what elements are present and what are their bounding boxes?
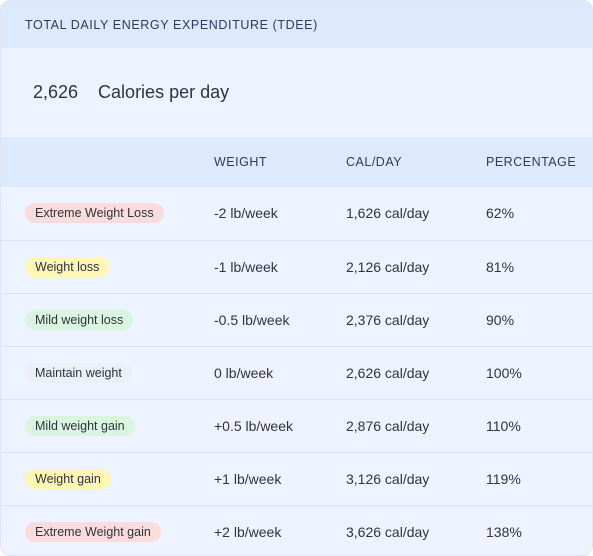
percentage-cell: 81%	[486, 258, 515, 275]
weight-cell: -0.5 lb/week	[214, 311, 290, 328]
calories-cell: 3,126 cal/day	[346, 470, 430, 487]
goal-cell: Extreme Weight Loss	[1, 187, 190, 240]
table-row: Mild weight loss -0.5 lb/week 2,376 cal/…	[1, 293, 592, 346]
table-row: Extreme Weight Loss -2 lb/week 1,626 cal…	[1, 187, 592, 240]
goal-cell: Mild weight loss	[1, 293, 190, 346]
tdee-value: 2,626	[33, 82, 79, 102]
percentage-cell: 119%	[486, 470, 521, 487]
calories-cell: 2,626 cal/day	[346, 364, 430, 381]
table-row: Maintain weight 0 lb/week 2,626 cal/day …	[1, 346, 592, 399]
goal-cell: Mild weight gain	[1, 399, 190, 452]
weight-cell: +2 lb/week	[214, 523, 282, 540]
weight-cell: +1 lb/week	[214, 470, 282, 487]
calories-cell: 3,626 cal/day	[346, 523, 430, 540]
weight-cell: +0.5 lb/week	[214, 417, 293, 434]
goal-badge: Weight gain	[25, 468, 111, 489]
percentage-cell: 110%	[486, 417, 521, 434]
goal-badge: Mild weight gain	[25, 415, 135, 436]
table-header: WEIGHT CAL/DAY PERCENTAGE	[1, 137, 592, 187]
percentage-cell: 90%	[486, 311, 515, 328]
table-row: Weight loss -1 lb/week 2,126 cal/day 81%	[1, 240, 592, 293]
weight-goal-table: WEIGHT CAL/DAY PERCENTAGE Extreme Weight…	[1, 137, 592, 555]
table-row: Weight gain +1 lb/week 3,126 cal/day 119…	[1, 452, 592, 505]
tdee-unit: Calories per day	[98, 82, 230, 102]
calories-cell: 2,126 cal/day	[346, 258, 430, 275]
column-header-goal	[1, 137, 190, 187]
weight-cell: -1 lb/week	[214, 258, 278, 275]
calories-cell: 2,876 cal/day	[346, 417, 430, 434]
percentage-cell: 62%	[486, 205, 515, 222]
goal-badge: Extreme Weight Loss	[25, 203, 164, 224]
table-row: Mild weight gain +0.5 lb/week 2,876 cal/…	[1, 399, 592, 452]
table-header-row: WEIGHT CAL/DAY PERCENTAGE	[1, 137, 592, 187]
calories-cell: 2,376 cal/day	[346, 311, 430, 328]
column-header-weight: WEIGHT	[214, 155, 267, 169]
goal-cell: Weight loss	[1, 240, 190, 293]
goal-badge: Maintain weight	[25, 362, 132, 383]
goal-cell: Maintain weight	[1, 346, 190, 399]
table-body: Extreme Weight Loss -2 lb/week 1,626 cal…	[1, 187, 592, 555]
table-row: Extreme Weight gain +2 lb/week 3,626 cal…	[1, 505, 592, 555]
weight-cell: 0 lb/week	[214, 364, 274, 381]
goal-cell: Extreme Weight gain	[1, 505, 190, 555]
goal-cell: Weight gain	[1, 452, 190, 505]
card-title: TOTAL DAILY ENERGY EXPENDITURE (TDEE)	[25, 17, 318, 32]
column-header-calories: CAL/DAY	[346, 155, 403, 169]
weight-cell: -2 lb/week	[214, 205, 278, 222]
column-header-percentage: PERCENTAGE	[486, 155, 577, 169]
calories-cell: 1,626 cal/day	[346, 205, 430, 222]
goal-badge: Mild weight loss	[25, 309, 134, 330]
tdee-summary: 2,626 Calories per day	[1, 48, 592, 137]
percentage-cell: 100%	[486, 364, 522, 381]
percentage-cell: 138%	[486, 523, 522, 540]
goal-badge: Weight loss	[25, 256, 110, 277]
goal-badge: Extreme Weight gain	[25, 521, 161, 542]
card-header: TOTAL DAILY ENERGY EXPENDITURE (TDEE)	[1, 1, 592, 48]
